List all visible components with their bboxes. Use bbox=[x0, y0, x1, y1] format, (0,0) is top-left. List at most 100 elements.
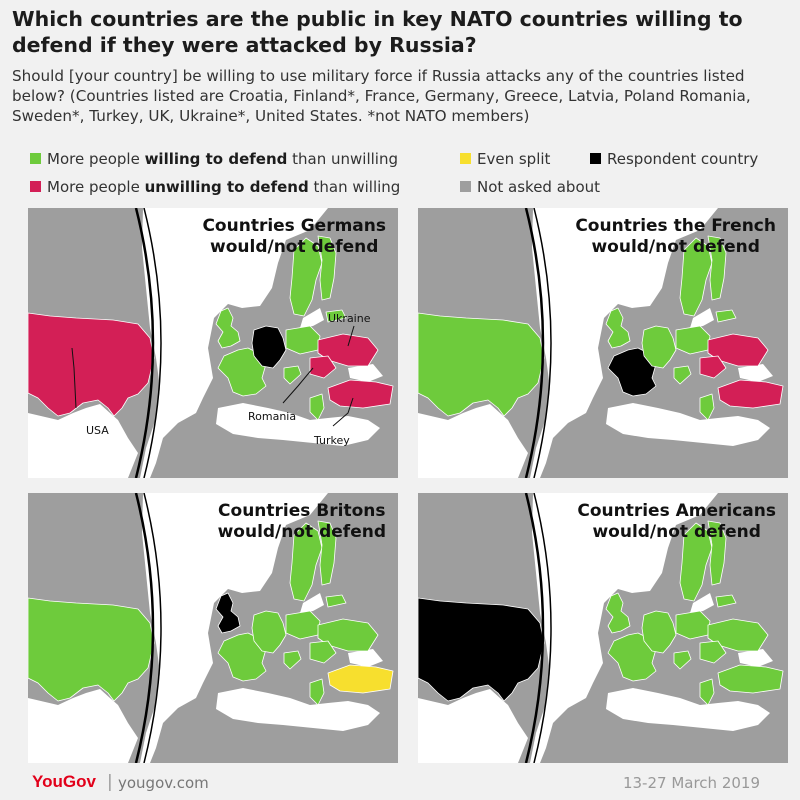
country-romania bbox=[699, 640, 727, 664]
sea-baltic bbox=[300, 593, 324, 613]
country-france bbox=[607, 347, 657, 397]
usa-pointer bbox=[71, 347, 77, 409]
legend-willing-bold: willing to defend bbox=[144, 150, 288, 168]
country-croatia bbox=[673, 365, 692, 385]
sea-gulf bbox=[28, 689, 138, 763]
country-france bbox=[217, 347, 267, 397]
panel-title-line1: Countries Britons bbox=[218, 501, 386, 521]
sea-atlantic bbox=[530, 208, 718, 478]
country-latvia bbox=[325, 309, 347, 323]
country-sweden bbox=[679, 237, 713, 317]
label-romania: Romania bbox=[248, 410, 296, 423]
legend-unwilling-bold: unwilling to defend bbox=[144, 178, 309, 196]
panel-title-line2: would/not defend bbox=[210, 237, 379, 257]
legend-willing-post: than unwilling bbox=[287, 150, 398, 168]
country-finland bbox=[707, 235, 727, 301]
panel-title: Countries the French would/not defend bbox=[575, 216, 776, 258]
sea-atlantic bbox=[530, 493, 718, 763]
country-germany bbox=[251, 610, 287, 654]
panel-title-line1: Countries Germans bbox=[202, 216, 386, 236]
sea-atlantic bbox=[140, 208, 328, 478]
sea-gulf bbox=[418, 404, 528, 478]
sea-mediterranean bbox=[606, 688, 770, 731]
globe-curve-inner bbox=[143, 208, 162, 478]
map-panel-french: Countries the French would/not defend bbox=[418, 208, 788, 478]
legend-unwilling-pre: More people bbox=[47, 178, 145, 196]
country-latvia bbox=[325, 594, 347, 608]
map-panel-britons: Countries Britons would/not defend bbox=[28, 493, 398, 763]
globe-curve-inner bbox=[533, 493, 552, 763]
country-ukraine bbox=[707, 333, 769, 367]
country-sweden bbox=[289, 522, 323, 602]
country-turkey bbox=[717, 664, 784, 694]
country-usa bbox=[418, 312, 545, 417]
country-france bbox=[607, 632, 657, 682]
country-poland bbox=[285, 325, 321, 355]
sea-gulf bbox=[418, 689, 528, 763]
country-germany bbox=[251, 325, 287, 369]
legend-swatch-even bbox=[460, 153, 471, 164]
country-finland bbox=[317, 520, 337, 586]
country-latvia bbox=[715, 309, 737, 323]
country-greece bbox=[309, 393, 325, 421]
romania-pointer bbox=[282, 367, 314, 404]
country-france bbox=[217, 632, 267, 682]
country-uk bbox=[215, 307, 241, 349]
country-uk bbox=[605, 592, 631, 634]
country-uk bbox=[215, 592, 241, 634]
legend-swatch-not-asked bbox=[460, 181, 471, 192]
map-svg bbox=[418, 208, 784, 478]
country-finland bbox=[317, 235, 337, 301]
sea-atlantic bbox=[140, 493, 328, 763]
panel-title: Countries Britons would/not defend bbox=[218, 501, 386, 543]
legend-willing-pre: More people bbox=[47, 150, 145, 168]
legend-respondent-label: Respondent country bbox=[607, 150, 759, 168]
sea-baltic bbox=[690, 593, 714, 613]
label-turkey: Turkey bbox=[313, 434, 350, 447]
legend-unwilling-post: than willing bbox=[308, 178, 401, 196]
panel-title-line1: Countries the French bbox=[575, 216, 776, 236]
panel-title-line2: would/not defend bbox=[217, 522, 386, 542]
country-ukraine bbox=[317, 618, 379, 652]
panel-title: Countries Americans would/not defend bbox=[577, 501, 776, 543]
legend-even-label: Even split bbox=[477, 150, 551, 168]
country-romania bbox=[309, 640, 337, 664]
legend-not-asked: Not asked about bbox=[460, 178, 600, 196]
country-usa bbox=[28, 597, 155, 702]
map-svg: Ukraine USA Romania Turkey bbox=[28, 208, 394, 478]
label-ukraine: Ukraine bbox=[328, 312, 371, 325]
panel-title: Countries Germans would/not defend bbox=[202, 216, 386, 258]
sea-baltic bbox=[690, 308, 714, 328]
globe-curve-inner bbox=[143, 493, 162, 763]
sea-black bbox=[348, 649, 383, 667]
globe-curve-outer bbox=[524, 208, 545, 478]
legend-swatch-respondent bbox=[590, 153, 601, 164]
country-uk bbox=[605, 307, 631, 349]
country-ukraine bbox=[707, 618, 769, 652]
legend-unwilling: More people unwilling to defend than wil… bbox=[30, 178, 400, 196]
globe-curve-inner bbox=[533, 208, 552, 478]
sea-black bbox=[738, 364, 773, 382]
country-germany bbox=[641, 610, 677, 654]
legend: More people willing to defend than unwil… bbox=[30, 150, 790, 202]
footer-site: yougov.com bbox=[118, 774, 209, 792]
country-sweden bbox=[289, 237, 323, 317]
country-greece bbox=[699, 393, 715, 421]
ukraine-pointer bbox=[347, 325, 355, 347]
sea-gulf bbox=[28, 404, 138, 478]
country-turkey bbox=[327, 379, 394, 409]
map-panel-americans: Countries Americans would/not defend bbox=[418, 493, 788, 763]
sea-black bbox=[738, 649, 773, 667]
country-greece bbox=[699, 678, 715, 706]
legend-swatch-willing bbox=[30, 153, 41, 164]
country-usa bbox=[418, 597, 545, 702]
legend-respondent: Respondent country bbox=[590, 150, 758, 168]
footer-date: 13-27 March 2019 bbox=[622, 774, 760, 792]
sea-black bbox=[348, 364, 383, 382]
country-croatia bbox=[283, 650, 302, 670]
sea-baltic bbox=[300, 308, 324, 328]
country-sweden bbox=[679, 522, 713, 602]
country-turkey bbox=[717, 379, 784, 409]
country-finland bbox=[707, 520, 727, 586]
country-turkey bbox=[327, 664, 394, 694]
